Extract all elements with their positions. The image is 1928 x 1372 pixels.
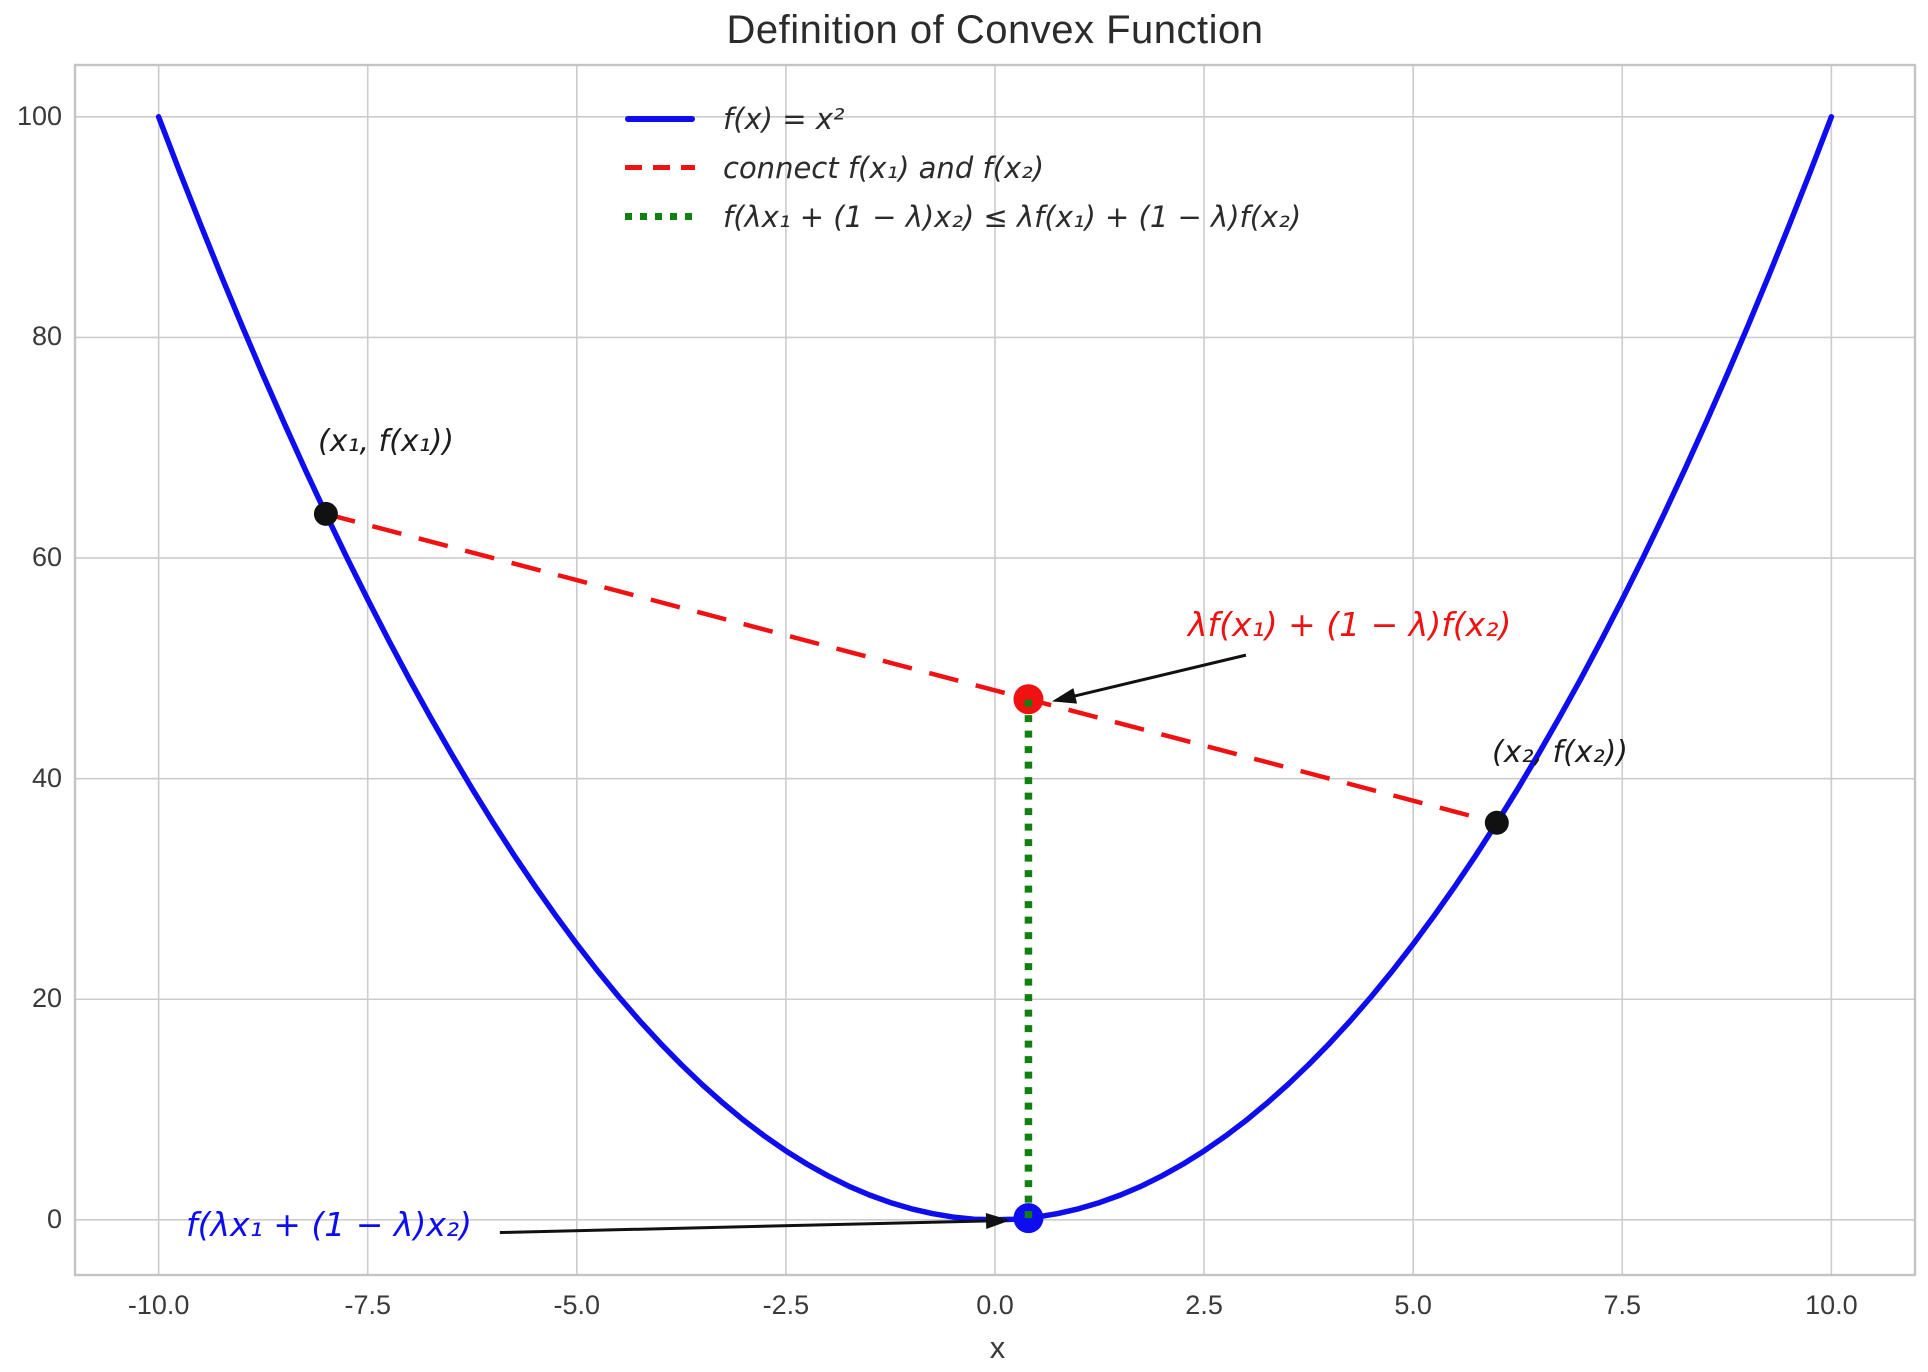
point-label-x1: (x₁, f(x₁)) xyxy=(318,424,455,459)
annotation-arrow-line-1 xyxy=(499,1219,991,1235)
legend-label-chord: connect f(x₁) and f(x₂) xyxy=(723,150,1045,185)
annotation-arrow-line-0 xyxy=(1070,653,1247,699)
annotation-curve-value: f(λx₁ + (1 − λ)x₂) xyxy=(186,1205,472,1244)
annotation-arrowhead-0 xyxy=(1051,688,1078,704)
legend: f(x) = x² connect f(x₁) and f(x₂) f(λx₁ … xyxy=(625,94,1301,241)
legend-entry-curve: f(x) = x² xyxy=(625,94,1301,143)
x-axis-label: x xyxy=(989,1330,1006,1365)
point-x2 xyxy=(1484,810,1509,835)
y-tick-label: 100 xyxy=(16,100,62,131)
y-tick-label: 0 xyxy=(46,1203,62,1234)
x-tick-label: 5.0 xyxy=(1394,1290,1432,1320)
legend-entry-inequality: f(λx₁ + (1 − λ)x₂) ≤ λf(x₁) + (1 − λ)f(x… xyxy=(625,192,1301,241)
annotation-chord-value: λf(x₁) + (1 − λ)f(x₂) xyxy=(1188,605,1512,644)
x-tick-label: 7.5 xyxy=(1603,1290,1642,1320)
point-x1 xyxy=(313,501,338,526)
legend-swatch-dotted-line xyxy=(625,213,695,220)
y-tick-label: 20 xyxy=(31,983,62,1014)
x-tick-label: 10.0 xyxy=(1805,1290,1858,1320)
legend-swatch-dashed-line xyxy=(625,165,695,170)
x-tick-label: 2.5 xyxy=(1185,1290,1223,1320)
y-tick-label: 40 xyxy=(31,762,62,793)
x-tick-label: -10.0 xyxy=(127,1290,190,1320)
legend-entry-chord: connect f(x₁) and f(x₂) xyxy=(625,143,1301,192)
legend-swatch-solid-line xyxy=(625,115,695,122)
annotation-arrowhead-1 xyxy=(985,1212,1011,1229)
x-tick-label: -2.5 xyxy=(762,1290,810,1320)
y-tick-label: 80 xyxy=(31,321,62,352)
y-tick-label: 60 xyxy=(31,542,62,573)
x-tick-label: -5.0 xyxy=(553,1290,601,1320)
x-tick-label: 0.0 xyxy=(976,1290,1014,1320)
chart-title: Definition of Convex Function xyxy=(726,8,1264,52)
legend-label-inequality: f(λx₁ + (1 − λ)x₂) ≤ λf(x₁) + (1 − λ)f(x… xyxy=(723,199,1302,234)
point-label-x2: (x₂, f(x₂)) xyxy=(1492,735,1629,770)
x-tick-label: -7.5 xyxy=(344,1290,391,1320)
plot-border xyxy=(73,63,1917,1277)
chord-dashed-line xyxy=(325,511,1498,825)
point-chord-combination xyxy=(1013,684,1044,715)
legend-label-curve: f(x) = x² xyxy=(723,101,845,136)
